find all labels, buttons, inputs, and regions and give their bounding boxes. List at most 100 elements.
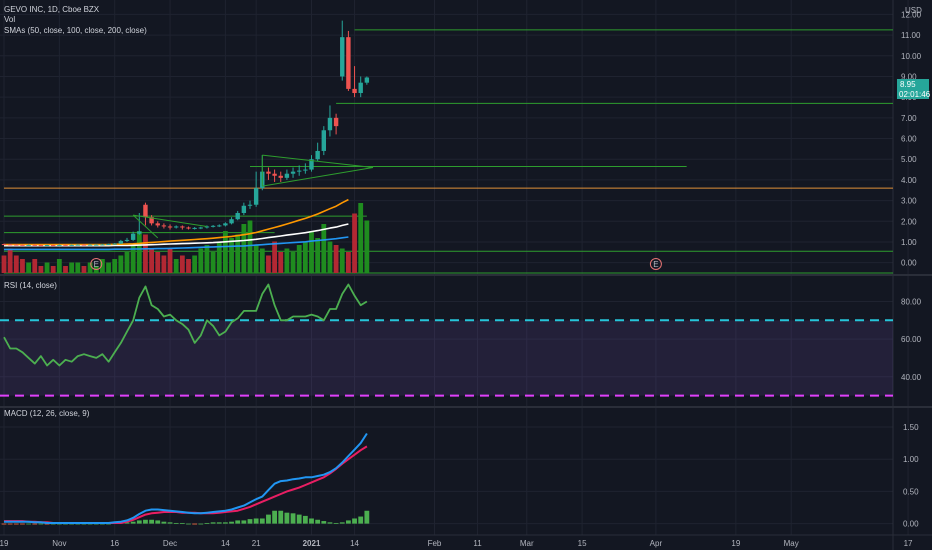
macd-histogram-bar bbox=[186, 523, 191, 525]
volume-bar bbox=[321, 224, 327, 273]
rsi-band bbox=[0, 320, 893, 396]
volume-bar bbox=[130, 245, 136, 273]
volume-bar bbox=[309, 231, 314, 273]
rsi-legend[interactable]: RSI (14, close) bbox=[4, 281, 57, 290]
candle-body bbox=[235, 213, 240, 220]
time-tick-label: 16 bbox=[110, 539, 119, 548]
macd-histogram-bar bbox=[20, 523, 25, 525]
macd-histogram-bar bbox=[278, 510, 284, 524]
volume-bar bbox=[278, 252, 284, 273]
currency-label: USD bbox=[905, 6, 922, 15]
time-tick-label: Mar bbox=[520, 539, 534, 548]
volume-bar bbox=[333, 245, 339, 273]
volume-bar bbox=[38, 266, 44, 273]
candle-body bbox=[81, 244, 87, 246]
candle-body bbox=[247, 204, 253, 206]
macd-histogram-bar bbox=[327, 522, 333, 524]
volume-legend[interactable]: Vol bbox=[4, 15, 15, 24]
volume-bar bbox=[210, 252, 216, 273]
macd-histogram-bar bbox=[302, 515, 308, 524]
earnings-marker bbox=[90, 258, 103, 270]
macd-histogram-bar bbox=[346, 520, 351, 524]
candle-body bbox=[327, 117, 333, 131]
macd-histogram-bar bbox=[44, 523, 50, 525]
price-tag: 8.95 bbox=[900, 80, 916, 89]
price-tick-label: 0.00 bbox=[901, 259, 917, 268]
volume-bar bbox=[241, 224, 247, 273]
macd-histogram-bar bbox=[26, 523, 31, 525]
macd-histogram-bar bbox=[198, 523, 204, 525]
macd-histogram-bar bbox=[75, 523, 81, 525]
candle-body bbox=[20, 244, 25, 246]
candle-body bbox=[340, 37, 345, 77]
price-tick-label: 2.00 bbox=[901, 217, 917, 226]
macd-histogram-bar bbox=[179, 522, 185, 524]
macd-histogram-bar bbox=[192, 523, 198, 525]
macd-legend[interactable]: MACD (12, 26, close, 9) bbox=[4, 409, 90, 418]
volume-bar bbox=[167, 248, 173, 273]
volume-bar bbox=[143, 234, 148, 273]
macd-histogram-bar bbox=[296, 514, 302, 524]
sma200-line bbox=[4, 236, 349, 251]
volume-bar bbox=[284, 248, 290, 273]
trend-line bbox=[132, 214, 159, 239]
volume-bar bbox=[63, 266, 68, 273]
macd-histogram-bar bbox=[364, 510, 370, 524]
macd-histogram-bar bbox=[1, 523, 7, 525]
time-tick-label: Dec bbox=[163, 539, 177, 548]
volume-bar bbox=[20, 259, 25, 273]
candle-body bbox=[309, 159, 314, 170]
candle-body bbox=[143, 204, 148, 218]
candle-body bbox=[180, 226, 185, 228]
time-tick-label: 17 bbox=[904, 539, 913, 548]
candle-body bbox=[364, 77, 370, 83]
candle-body bbox=[75, 244, 80, 246]
grid-lines bbox=[0, 0, 909, 550]
macd-histogram-bar bbox=[204, 522, 210, 524]
volume-bar bbox=[7, 248, 13, 273]
macd-histogram-bar bbox=[50, 523, 56, 525]
time-tick-label: 11 bbox=[473, 539, 482, 548]
candle-body bbox=[192, 227, 197, 229]
price-tick-label: 7.00 bbox=[901, 114, 917, 123]
candle-body bbox=[210, 225, 216, 227]
candle-body bbox=[137, 231, 142, 234]
volume-bar bbox=[44, 262, 50, 273]
candle-body bbox=[352, 88, 357, 94]
time-tick-label: Nov bbox=[52, 539, 66, 548]
time-tick-label: 2021 bbox=[303, 539, 321, 548]
candle-body bbox=[167, 226, 173, 228]
volume-bar bbox=[290, 252, 296, 273]
candle-body bbox=[118, 240, 124, 244]
candle-body bbox=[358, 82, 363, 94]
candle-body bbox=[174, 226, 179, 228]
volume-bar bbox=[296, 245, 302, 273]
macd-histogram-bar bbox=[167, 522, 173, 524]
sma-legend[interactable]: SMAs (50, close, 100, close, 200, close) bbox=[4, 26, 147, 35]
volume-bar bbox=[100, 259, 105, 273]
candle-body bbox=[44, 245, 50, 247]
price-tick-label: 1.00 bbox=[901, 238, 917, 247]
volume-bar bbox=[315, 238, 321, 273]
price-tick-label: 10.00 bbox=[901, 52, 922, 61]
macd-histogram-bar bbox=[259, 518, 265, 524]
trend-line bbox=[133, 214, 208, 227]
pane-separators[interactable] bbox=[0, 274, 932, 536]
volume-bar bbox=[1, 255, 7, 273]
time-tick-label: 19 bbox=[0, 539, 9, 548]
volume-bar bbox=[149, 248, 154, 273]
macd-histogram-bar bbox=[309, 518, 314, 524]
macd-histogram-bar bbox=[266, 514, 271, 524]
macd-histogram-bar bbox=[155, 520, 161, 524]
macd-histogram-bar bbox=[333, 522, 339, 524]
candle-body bbox=[32, 244, 37, 246]
volume-bar bbox=[186, 259, 191, 273]
macd-line bbox=[4, 432, 368, 524]
macd-histogram-bar bbox=[136, 520, 142, 524]
volume-bar bbox=[259, 248, 265, 273]
trend-lines bbox=[132, 154, 374, 239]
volume-bar bbox=[223, 231, 228, 273]
symbol-legend[interactable]: GEVO INC, 1D, Cboe BZX bbox=[4, 5, 100, 14]
